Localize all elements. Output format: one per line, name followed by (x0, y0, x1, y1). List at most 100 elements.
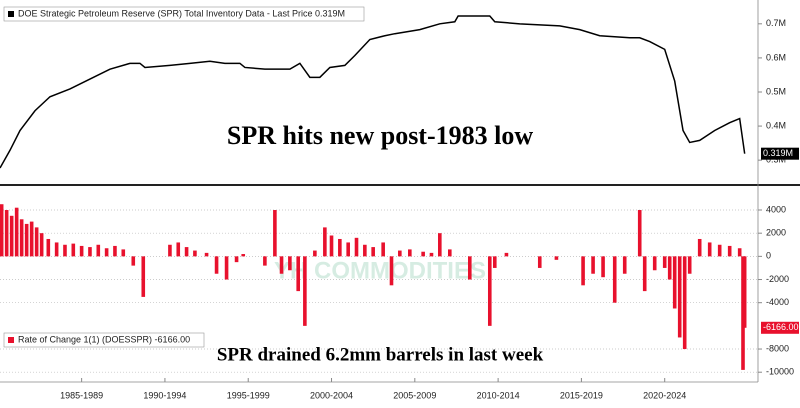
legend-label: DOE Strategic Petroleum Reserve (SPR) To… (18, 8, 345, 18)
bar (677, 256, 682, 338)
watermark: YH COMMODITIES (274, 257, 486, 284)
bar (637, 210, 642, 257)
x-tick-label: 2005-2009 (393, 390, 436, 400)
bar (214, 256, 219, 274)
bar (467, 256, 472, 280)
bar (687, 256, 692, 274)
bar (54, 242, 59, 257)
bar (9, 215, 14, 257)
bar (184, 247, 189, 257)
bar (288, 256, 292, 271)
x-tick-label: 2000-2004 (310, 390, 353, 400)
bar (131, 256, 136, 266)
x-tick-label: 2020-2024 (643, 390, 686, 400)
bar (601, 256, 605, 278)
bar (737, 248, 742, 257)
bar (46, 238, 51, 257)
bar (39, 233, 44, 257)
y-tick-label: 0.4M (766, 120, 786, 130)
y-tick-label: 4000 (766, 204, 786, 214)
x-tick-label: 2010-2014 (477, 390, 520, 400)
bar (622, 256, 627, 274)
bar (63, 244, 67, 257)
y-tick-label: 2000 (766, 228, 786, 238)
bar (34, 227, 39, 257)
y-tick-label: 0.7M (766, 18, 786, 28)
bar (408, 249, 412, 257)
bar (672, 256, 677, 309)
bar (612, 256, 617, 303)
bar (537, 256, 542, 268)
bar (273, 210, 277, 257)
bar (96, 244, 101, 257)
x-tick-label: 2015-2019 (560, 390, 603, 400)
bar (224, 256, 229, 280)
bar (263, 256, 267, 266)
bar (241, 254, 246, 257)
bar (141, 256, 146, 297)
bar (0, 204, 4, 257)
bar (14, 207, 19, 257)
bar (727, 245, 732, 257)
bar (389, 256, 394, 286)
annotation: SPR hits new post-1983 low (227, 121, 533, 150)
last-value-label: -6166.00 (763, 322, 799, 332)
x-tick-label: 1990-1994 (143, 390, 186, 400)
bar (642, 256, 647, 292)
legend-swatch (8, 337, 14, 343)
bar (24, 223, 29, 257)
bar (429, 252, 434, 257)
line (0, 15, 746, 169)
last-value-tag (761, 321, 799, 334)
bar (176, 242, 181, 257)
bar (204, 252, 209, 257)
y-tick-label: 0 (766, 251, 771, 261)
bar (354, 237, 359, 257)
bar (234, 256, 239, 263)
y-tick-label: 0.5M (766, 86, 786, 96)
annotation: SPR drained 6.2mm barrels in last week (217, 344, 544, 365)
y-tick-label: 0.6M (766, 52, 786, 62)
bar (121, 249, 126, 257)
y-tick-label: -8000 (766, 343, 789, 353)
bar (113, 245, 117, 257)
legend-box (3, 6, 365, 22)
bar (19, 219, 24, 257)
bar (323, 227, 327, 257)
bar (193, 250, 197, 257)
bar (29, 221, 34, 257)
bar (279, 256, 284, 274)
last-value-label: 0.319M (763, 148, 793, 158)
bar (697, 238, 702, 257)
bar (504, 252, 509, 257)
x-tick-label: 1995-1999 (227, 390, 270, 400)
bar (448, 249, 452, 257)
bar (303, 256, 307, 326)
bar (71, 243, 76, 257)
bar (296, 256, 301, 292)
bar (421, 251, 425, 257)
bar (338, 238, 342, 257)
bar (168, 244, 172, 257)
bar (371, 247, 375, 257)
bar (581, 256, 585, 286)
bar (88, 247, 92, 257)
bar (554, 256, 559, 260)
bar (667, 256, 672, 280)
bar (398, 250, 402, 257)
legend-swatch (8, 11, 14, 17)
x-tick-label: 1985-1989 (60, 390, 103, 400)
legend-label: Rate of Change 1(1) (DOESSPR) -6166.00 (18, 334, 190, 344)
bar (438, 233, 442, 257)
y-tick-label: -4000 (766, 297, 789, 307)
bar (717, 244, 722, 257)
bar (381, 242, 385, 257)
bar (591, 256, 595, 274)
bar (363, 244, 367, 257)
bar (79, 245, 84, 257)
y-tick-label: -2000 (766, 274, 789, 284)
bar (742, 256, 747, 328)
bar (487, 256, 492, 326)
bar (492, 256, 497, 268)
